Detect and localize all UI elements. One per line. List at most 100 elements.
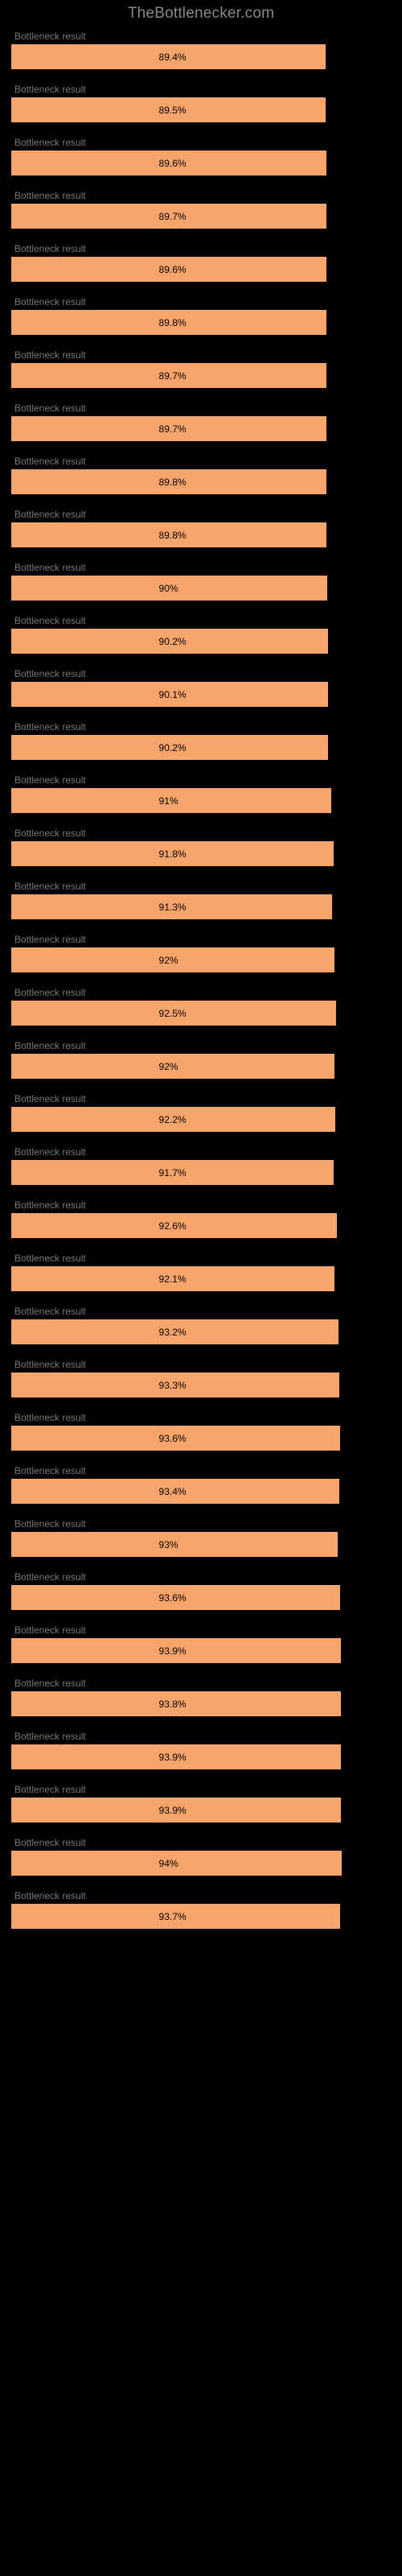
bar-track: 89.8%	[11, 310, 363, 335]
list-item: Bottleneck result91.8%	[0, 828, 402, 866]
row-label: Bottleneck result	[11, 987, 391, 998]
bar-track: 93.6%	[11, 1426, 363, 1451]
bar-track: 89.6%	[11, 151, 363, 175]
row-label: Bottleneck result	[11, 1784, 391, 1795]
row-label: Bottleneck result	[11, 721, 391, 733]
list-item: Bottleneck result 93.6%	[0, 1571, 402, 1610]
bar-track: 90.2%	[11, 735, 363, 760]
row-label: Bottleneck result	[11, 1146, 391, 1158]
bar-value: 93.9%	[159, 1645, 187, 1657]
row-label: Bottleneck result	[11, 1465, 391, 1476]
row-label: Bottleneck result	[11, 934, 391, 945]
row-label: Bottleneck result	[11, 1571, 391, 1583]
list-item: Bottleneck result89.7%	[0, 402, 402, 441]
row-label: Bottleneck result	[11, 1040, 391, 1051]
row-label: Bottleneck result	[11, 1412, 391, 1423]
bar-value: 93.6%	[159, 1592, 187, 1604]
bar-value: 93.6%	[159, 1433, 187, 1444]
row-label: Bottleneck result	[11, 1199, 391, 1211]
list-item: Bottleneck result 92.5%	[0, 987, 402, 1026]
list-item: Bottleneck result90.2%	[0, 615, 402, 654]
bar-track: 92.2%	[11, 1107, 363, 1132]
bar-track: 90.2%	[11, 629, 363, 654]
list-item: Bottleneck result92.1%	[0, 1253, 402, 1291]
row-label: Bottleneck result	[11, 190, 391, 201]
row-label: Bottleneck result	[11, 456, 391, 467]
row-label: Bottleneck result	[11, 881, 391, 892]
bar-value: 92%	[159, 955, 178, 966]
row-label: Bottleneck result	[11, 1306, 391, 1317]
row-label: Bottleneck result	[11, 1837, 391, 1848]
list-item: Bottleneck result 89.6%	[0, 137, 402, 175]
bar-value: 89.8%	[159, 477, 187, 488]
row-label: Bottleneck result	[11, 243, 391, 254]
list-item: Bottleneck result93.4%	[0, 1465, 402, 1504]
row-label: Bottleneck result	[11, 349, 391, 361]
list-item: Bottleneck result 93.9%	[0, 1784, 402, 1823]
bar-value: 89.6%	[159, 264, 187, 275]
bar-value: 92.6%	[159, 1220, 187, 1232]
bar-track: 94%	[11, 1851, 363, 1876]
bar-track: 93.9%	[11, 1744, 363, 1769]
bar-track: 93.6%	[11, 1585, 363, 1610]
bar-track: 92%	[11, 1054, 363, 1079]
bar-value: 91%	[159, 795, 178, 807]
bar-value: 93.2%	[159, 1327, 187, 1338]
bar-value: 92.2%	[159, 1114, 187, 1125]
bar-value: 90.1%	[159, 689, 187, 700]
bar-track: 89.4%	[11, 44, 363, 69]
bar-value: 89.6%	[159, 158, 187, 169]
bar-track: 93.3%	[11, 1373, 363, 1397]
bar-track: 89.8%	[11, 469, 363, 494]
bar-track: 92.6%	[11, 1213, 363, 1238]
bar-track: 92.5%	[11, 1001, 363, 1026]
list-item: Bottleneck result 93.7%	[0, 1890, 402, 1929]
list-item: Bottleneck result 92.2%	[0, 1093, 402, 1132]
list-item: Bottleneck result89.8%	[0, 296, 402, 335]
list-item: Bottleneck result 91.7%	[0, 1146, 402, 1185]
list-item: Bottleneck result90.1%	[0, 668, 402, 707]
bar-value: 93.8%	[159, 1699, 187, 1710]
list-item: Bottleneck result 89.8%	[0, 509, 402, 547]
bar-track: 89.7%	[11, 416, 363, 441]
list-item: Bottleneck result 92.6%	[0, 1199, 402, 1238]
bar-track: 93.7%	[11, 1904, 363, 1929]
bar-track: 92%	[11, 947, 363, 972]
bar-track: 91.8%	[11, 841, 363, 866]
bar-track: 93.9%	[11, 1798, 363, 1823]
bar-value: 91.8%	[159, 848, 187, 860]
list-item: Bottleneck result89.5%	[0, 84, 402, 122]
site-logo: TheBottlenecker.com	[0, 0, 402, 31]
bar-value: 89.8%	[159, 530, 187, 541]
bar-value: 93.9%	[159, 1805, 187, 1816]
list-item: Bottleneck result 90.2%	[0, 721, 402, 760]
bar-value: 89.7%	[159, 211, 187, 222]
list-item: Bottleneck result 93.9%	[0, 1731, 402, 1769]
bar-track: 91.7%	[11, 1160, 363, 1185]
row-label: Bottleneck result	[11, 1093, 391, 1104]
list-item: Bottleneck result 89.6%	[0, 243, 402, 282]
bar-track: 89.5%	[11, 97, 363, 122]
bar-value: 90.2%	[159, 636, 187, 647]
list-item: Bottleneck result91.3%	[0, 881, 402, 919]
row-label: Bottleneck result	[11, 137, 391, 148]
row-label: Bottleneck result	[11, 509, 391, 520]
bar-value: 92.1%	[159, 1274, 187, 1285]
row-label: Bottleneck result	[11, 1678, 391, 1689]
list-item: Bottleneck result 89.7%	[0, 190, 402, 229]
bar-value: 89.5%	[159, 105, 187, 116]
list-item: Bottleneck result93.9%	[0, 1624, 402, 1663]
bar-track: 89.6%	[11, 257, 363, 282]
row-label: Bottleneck result	[11, 1359, 391, 1370]
row-label: Bottleneck result	[11, 1890, 391, 1901]
bar-value: 93.7%	[159, 1911, 187, 1922]
row-label: Bottleneck result	[11, 1731, 391, 1742]
bar-track: 93.2%	[11, 1319, 363, 1344]
bar-value: 89.8%	[159, 317, 187, 328]
bar-value: 89.7%	[159, 370, 187, 382]
row-label: Bottleneck result	[11, 31, 391, 42]
bar-value: 93%	[159, 1539, 178, 1550]
bar-value: 93.3%	[159, 1380, 187, 1391]
bar-track: 90%	[11, 576, 363, 601]
list-item: Bottleneck result91%	[0, 774, 402, 813]
